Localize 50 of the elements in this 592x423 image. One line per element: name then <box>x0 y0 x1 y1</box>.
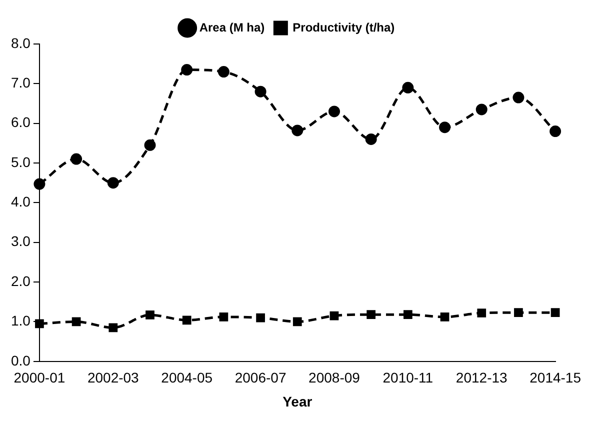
x-axis-title: Year <box>282 393 313 410</box>
point <box>292 124 304 136</box>
point <box>35 319 44 328</box>
y-tick-label: 3.0 <box>10 233 31 250</box>
point <box>219 312 228 322</box>
x-tick-label: 2000-01 <box>14 370 66 386</box>
x-tick-label: 2006-07 <box>234 370 286 386</box>
point <box>144 139 156 151</box>
x-tick-label: 2014-15 <box>530 370 582 386</box>
point <box>476 104 488 116</box>
x-tick-label: 2012-13 <box>456 370 508 386</box>
point <box>477 308 486 318</box>
point <box>366 310 376 320</box>
point <box>146 310 154 320</box>
y-tick-label: 1.0 <box>10 312 31 329</box>
point <box>218 66 230 78</box>
point <box>439 122 451 134</box>
y-tick-label: 0.0 <box>10 352 31 368</box>
y-tick-label: 4.0 <box>10 194 31 210</box>
point <box>328 106 340 118</box>
point <box>254 86 266 98</box>
x-tick-label: 2010-11 <box>382 370 434 386</box>
point <box>365 133 377 145</box>
legend-label: Productivity (t/ha) <box>292 20 395 34</box>
point <box>108 323 118 332</box>
x-tick-label: 2008-09 <box>308 370 360 386</box>
point <box>512 92 524 104</box>
point <box>440 312 450 322</box>
y-tick-label: 8.0 <box>10 34 31 51</box>
point <box>181 64 193 76</box>
point <box>256 313 265 322</box>
point <box>514 308 523 318</box>
point <box>330 311 339 320</box>
y-tick-label: 2.0 <box>10 272 31 289</box>
point <box>34 178 46 190</box>
y-tick-label: 7.0 <box>10 74 31 91</box>
legend-label: Area (M ha) <box>199 20 265 34</box>
point <box>402 82 414 94</box>
point <box>550 308 560 318</box>
point <box>70 153 82 165</box>
x-tick-label: 2002-03 <box>87 370 140 386</box>
point <box>182 316 192 325</box>
point <box>550 126 562 138</box>
point <box>107 177 119 189</box>
point <box>72 317 81 326</box>
point <box>292 317 302 326</box>
point <box>403 310 412 320</box>
y-tick-label: 5.0 <box>10 154 31 170</box>
y-tick-label: 6.0 <box>10 114 31 130</box>
x-tick-label: 2004-05 <box>161 370 213 386</box>
